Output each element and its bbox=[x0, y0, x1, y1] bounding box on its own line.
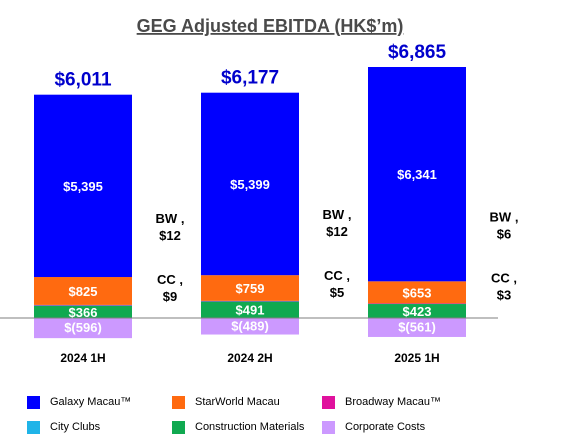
bar-city-clubs-2 bbox=[201, 301, 299, 302]
bar-galaxy-macau-2 bbox=[201, 92, 299, 276]
bar-broadway-macau-3 bbox=[368, 303, 466, 304]
legend-item-city-clubs: City Clubs bbox=[27, 419, 100, 435]
bar-construction-materials-1 bbox=[34, 305, 132, 318]
label-city-clubs-3: CC , $3 bbox=[491, 270, 517, 302]
label-broadway-macau-3: BW , $6 bbox=[490, 209, 519, 241]
legend-swatch bbox=[322, 420, 335, 434]
label-construction-materials-1: $366 bbox=[69, 305, 98, 320]
label-broadway-macau-2: BW , $12 bbox=[323, 207, 352, 239]
total-label-1: $6,011 bbox=[54, 70, 111, 91]
bar-starworld-macau-1 bbox=[34, 277, 132, 305]
label-galaxy-macau-2: $5,399 bbox=[230, 177, 270, 192]
legend-item-corporate-costs: Corporate Costs bbox=[322, 419, 425, 435]
label-galaxy-macau-3: $6,341 bbox=[397, 167, 437, 182]
legend-label: Construction Materials bbox=[195, 421, 305, 433]
bar-construction-materials-2 bbox=[201, 301, 299, 318]
bar-construction-materials-3 bbox=[368, 303, 466, 318]
legend-item-construction-materials: Construction Materials bbox=[172, 419, 304, 435]
legend-swatch bbox=[172, 395, 185, 409]
legend-label: Corporate Costs bbox=[345, 421, 426, 433]
legend-label: StarWorld Macau bbox=[195, 396, 280, 408]
bar-city-clubs-1 bbox=[34, 305, 132, 306]
legend-swatch bbox=[27, 420, 40, 434]
label-galaxy-macau-1: $5,395 bbox=[63, 179, 103, 194]
total-label-2: $6,177 bbox=[221, 68, 279, 89]
chart-title: GEG Adjusted EBITDA (HK$’m) bbox=[137, 16, 404, 36]
label-broadway-macau-1: BW , $12 bbox=[156, 211, 185, 243]
bar-galaxy-macau-3 bbox=[368, 67, 466, 282]
legend-swatch bbox=[172, 420, 185, 434]
legend-label: Galaxy Macau™ bbox=[50, 396, 132, 408]
legend-swatch bbox=[27, 395, 40, 409]
bars-layer bbox=[34, 67, 466, 339]
legend: Galaxy Macau™ StarWorld Macau Broadway Mac… bbox=[0, 388, 578, 446]
legend-swatch bbox=[322, 395, 335, 409]
labels-layer: $5,395 $825 $366$(596) $6,011 BW , $12 CC , $9 2… bbox=[54, 42, 518, 365]
label-starworld-macau-3: $653 bbox=[403, 285, 432, 300]
bar-corporate-costs-3 bbox=[368, 318, 466, 337]
category-label-2: 2024 2H bbox=[227, 351, 272, 365]
bar-broadway-macau-1 bbox=[34, 304, 132, 306]
label-city-clubs-2: CC , $5 bbox=[324, 268, 350, 300]
bar-corporate-costs-1 bbox=[34, 318, 132, 339]
total-label-3: $6,865 bbox=[388, 42, 447, 63]
label-construction-materials-3: $423 bbox=[403, 304, 432, 319]
label-city-clubs-1: CC , $9 bbox=[157, 272, 183, 304]
legend-item-starworld-macau: StarWorld Macau bbox=[172, 394, 280, 410]
bar-galaxy-macau-1 bbox=[34, 94, 132, 278]
bar-broadway-macau-2 bbox=[201, 300, 299, 302]
label-starworld-macau-2: $759 bbox=[236, 281, 265, 296]
legend-item-broadway-macau: Broadway Macau™ bbox=[322, 394, 441, 410]
bar-corporate-costs-2 bbox=[201, 318, 299, 335]
ebitda-chart: GEG Adjusted EBITDA (HK$’m) $5,395 $825 $3… bbox=[0, 16, 518, 365]
label-corporate-costs-3: $(561) bbox=[398, 319, 436, 334]
bar-starworld-macau-2 bbox=[201, 275, 299, 301]
legend-label: Broadway Macau™ bbox=[345, 396, 441, 408]
bar-starworld-macau-3 bbox=[368, 281, 466, 304]
label-starworld-macau-1: $825 bbox=[69, 284, 98, 299]
label-corporate-costs-1: $(596) bbox=[64, 320, 102, 335]
category-label-3: 2025 1H bbox=[394, 351, 439, 365]
legend-label: City Clubs bbox=[50, 421, 101, 433]
label-construction-materials-2: $491 bbox=[236, 303, 265, 318]
label-corporate-costs-2: $(489) bbox=[231, 318, 269, 333]
category-label-1: 2024 1H bbox=[60, 351, 105, 365]
legend-item-galaxy-macau: Galaxy Macau™ bbox=[27, 394, 131, 410]
